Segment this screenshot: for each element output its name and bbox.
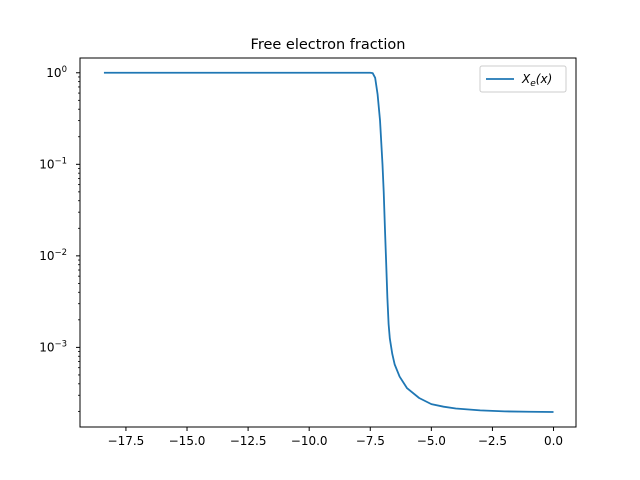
legend-box [479,65,567,93]
x-tick-label: −17.5 [108,434,145,448]
x-tick-label: 0.0 [544,434,563,448]
series-line-0 [103,71,554,413]
x-axis-ticks: −17.5 −15.0 −12.5 −10.0 −7.5 −5.0 −2.5 0.0 [108,427,563,448]
x-tick-label: −7.5 [356,434,385,448]
legend: Xe(x) [479,65,567,93]
x-tick-label: −10.0 [291,434,328,448]
x-tick-label: −2.5 [478,434,507,448]
axes-frame [79,57,577,428]
chart-title: Free electron fraction [251,37,406,53]
x-tick-label: −5.0 [417,434,446,448]
x-tick-label: −15.0 [169,434,206,448]
legend-label: Xe(x) [521,72,552,89]
plot-marks [103,71,554,413]
x-tick-label: −12.5 [230,434,267,448]
